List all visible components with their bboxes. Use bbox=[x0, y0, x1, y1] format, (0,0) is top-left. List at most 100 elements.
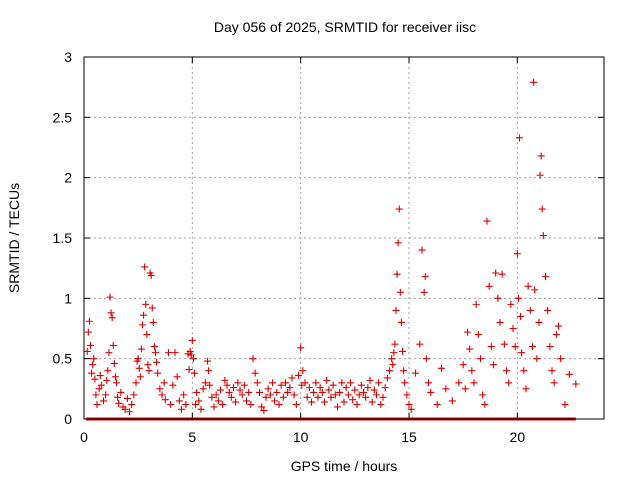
data-point bbox=[338, 379, 346, 387]
data-point bbox=[565, 370, 573, 378]
data-point bbox=[137, 345, 145, 353]
data-point bbox=[145, 367, 153, 375]
data-point bbox=[113, 379, 120, 387]
data-point bbox=[466, 345, 474, 353]
data-point bbox=[364, 384, 372, 392]
data-point bbox=[243, 397, 250, 405]
data-point bbox=[156, 385, 164, 393]
data-point bbox=[144, 361, 152, 369]
data-point bbox=[377, 401, 385, 409]
data-point bbox=[92, 391, 100, 399]
data-point bbox=[516, 134, 523, 142]
data-point bbox=[392, 306, 400, 314]
data-point bbox=[295, 372, 302, 380]
data-point bbox=[123, 394, 131, 402]
data-point bbox=[108, 314, 116, 322]
data-point bbox=[546, 343, 554, 351]
grid-lines bbox=[84, 57, 604, 419]
data-point bbox=[160, 379, 168, 387]
data-point bbox=[273, 388, 281, 396]
data-point bbox=[395, 205, 403, 213]
data-point bbox=[167, 401, 175, 409]
data-point bbox=[310, 388, 318, 396]
data-point bbox=[396, 288, 404, 296]
data-point bbox=[323, 376, 331, 384]
data-point bbox=[91, 375, 99, 383]
data-point bbox=[438, 364, 445, 372]
data-point bbox=[245, 388, 253, 396]
data-point bbox=[537, 152, 545, 160]
data-point bbox=[368, 398, 376, 406]
data-point bbox=[230, 384, 237, 392]
data-point bbox=[117, 388, 125, 396]
data-point bbox=[342, 384, 350, 392]
data-point bbox=[397, 318, 405, 326]
data-point bbox=[455, 379, 463, 387]
data-point bbox=[212, 391, 220, 399]
data-point bbox=[468, 367, 476, 375]
data-point bbox=[262, 393, 270, 401]
data-point bbox=[485, 282, 493, 290]
data-point bbox=[425, 379, 432, 387]
data-point bbox=[153, 358, 161, 366]
y-tick-label: 0.5 bbox=[53, 351, 73, 367]
x-tick-label: 10 bbox=[293, 429, 309, 445]
data-point bbox=[517, 312, 525, 320]
data-point bbox=[288, 374, 296, 382]
data-point bbox=[161, 396, 169, 404]
y-axis-label: SRMTID / TECUs bbox=[6, 183, 22, 293]
data-point bbox=[121, 405, 129, 413]
data-point bbox=[204, 357, 211, 365]
data-point bbox=[381, 384, 389, 392]
data-point bbox=[84, 328, 92, 336]
data-point bbox=[325, 386, 333, 394]
data-point bbox=[234, 379, 242, 387]
data-point bbox=[388, 355, 396, 363]
data-point bbox=[195, 397, 203, 405]
data-point bbox=[303, 393, 311, 401]
data-point bbox=[236, 386, 244, 394]
data-point bbox=[240, 381, 248, 389]
data-point bbox=[96, 372, 104, 380]
data-point bbox=[238, 391, 246, 399]
data-point bbox=[297, 344, 305, 352]
data-point bbox=[178, 405, 185, 413]
data-point bbox=[148, 304, 156, 312]
data-point bbox=[496, 318, 504, 326]
data-point bbox=[561, 401, 569, 409]
data-point bbox=[492, 269, 500, 277]
data-point bbox=[407, 405, 415, 413]
data-point bbox=[279, 393, 287, 401]
data-point bbox=[498, 270, 506, 278]
data-point bbox=[83, 347, 91, 355]
data-point bbox=[507, 300, 515, 308]
data-point bbox=[412, 369, 419, 377]
data-point bbox=[305, 384, 313, 392]
data-point bbox=[308, 398, 315, 406]
data-point bbox=[340, 398, 348, 406]
data-point bbox=[533, 355, 541, 363]
data-point bbox=[158, 391, 166, 399]
data-point bbox=[401, 379, 409, 387]
data-point bbox=[114, 393, 122, 401]
data-point bbox=[182, 401, 190, 409]
data-point bbox=[247, 401, 255, 409]
data-point bbox=[97, 381, 105, 389]
data-point bbox=[336, 388, 344, 396]
data-point bbox=[171, 349, 179, 357]
data-point bbox=[253, 379, 261, 387]
data-point bbox=[536, 171, 544, 179]
data-point bbox=[103, 376, 111, 384]
data-point bbox=[394, 239, 402, 247]
data-point bbox=[149, 318, 157, 326]
data-point bbox=[275, 401, 283, 409]
data-point bbox=[329, 381, 337, 389]
data-point bbox=[115, 399, 123, 407]
data-point bbox=[208, 393, 216, 401]
data-point bbox=[95, 385, 103, 393]
data-point bbox=[542, 273, 549, 281]
data-point bbox=[550, 379, 558, 387]
data-point bbox=[186, 347, 194, 355]
data-point bbox=[448, 397, 456, 405]
